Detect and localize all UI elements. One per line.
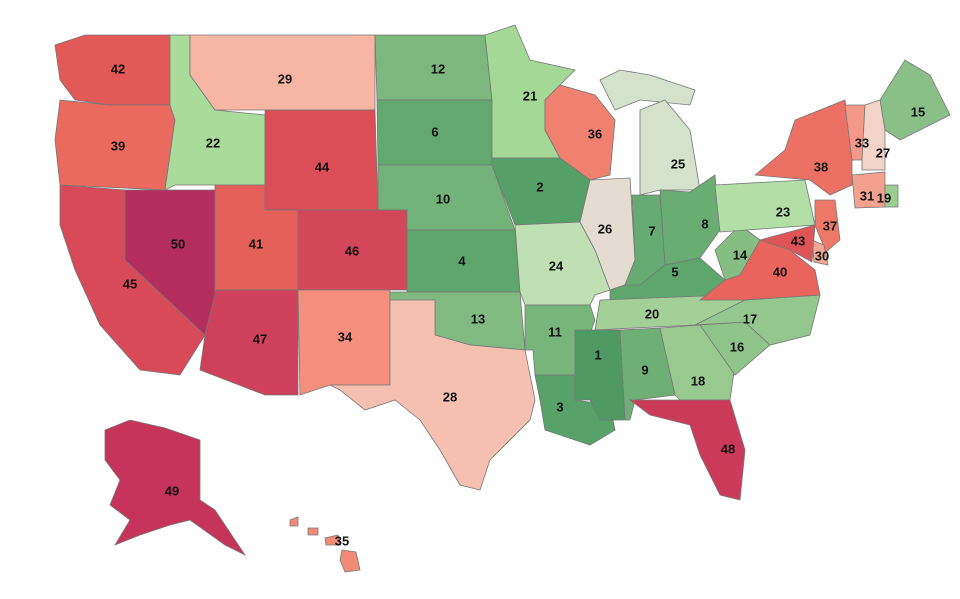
state-rank-label: 35 xyxy=(335,533,349,548)
state-rank-label: 2 xyxy=(536,179,543,194)
state-region xyxy=(714,179,816,233)
state-rank-label: 10 xyxy=(436,191,450,206)
state-rank-label: 43 xyxy=(791,233,805,248)
state-rank-label: 6 xyxy=(431,124,438,139)
state-rank-label: 45 xyxy=(123,276,137,291)
state-rank-label: 48 xyxy=(721,441,735,456)
state-rank-label: 3 xyxy=(556,399,563,414)
state-rank-label: 28 xyxy=(443,389,457,404)
state-rank-label: 21 xyxy=(523,88,537,103)
state-region xyxy=(199,289,299,396)
state-rank-label: 4 xyxy=(458,253,466,268)
state-rank-label: 17 xyxy=(743,311,757,326)
state-rank-label: 41 xyxy=(249,236,263,251)
state-region xyxy=(884,184,899,208)
state-region xyxy=(104,419,247,557)
state-rank-label: 24 xyxy=(549,258,564,273)
state-rank-label: 46 xyxy=(345,243,359,258)
state-region xyxy=(628,399,746,501)
state-rank-label: 40 xyxy=(773,264,787,279)
state-rank-label: 49 xyxy=(165,483,179,498)
state-rank-label: 13 xyxy=(471,311,485,326)
state-region xyxy=(544,84,616,181)
state-rank-label: 25 xyxy=(671,156,685,171)
state-rank-label: 26 xyxy=(598,221,612,236)
state-rank-label: 38 xyxy=(814,159,828,174)
state-rank-label: 42 xyxy=(111,61,125,76)
state-rank-label: 18 xyxy=(691,373,705,388)
state-rank-label: 19 xyxy=(877,190,891,205)
state-region xyxy=(329,299,536,491)
state-rank-label: 5 xyxy=(671,264,678,279)
state-rank-label: 15 xyxy=(911,104,925,119)
state-rank-label: 9 xyxy=(641,362,648,377)
state-region xyxy=(814,199,841,253)
state-rank-label: 8 xyxy=(701,216,708,231)
state-region xyxy=(861,99,886,171)
state-rank-label: 44 xyxy=(315,159,330,174)
state-region xyxy=(289,516,299,527)
state-region xyxy=(307,527,319,536)
state-rank-label: 30 xyxy=(815,248,829,263)
state-rank-label: 34 xyxy=(338,329,353,344)
state-rank-label: 16 xyxy=(730,339,744,354)
state-rank-label: 23 xyxy=(776,204,790,219)
state-region xyxy=(339,549,361,573)
state-rank-label: 7 xyxy=(648,223,655,238)
state-rank-label: 1 xyxy=(594,347,601,362)
state-rank-label: 37 xyxy=(823,218,837,233)
state-rank-label: 47 xyxy=(253,331,267,346)
state-rank-label: 14 xyxy=(733,247,748,262)
state-region xyxy=(599,69,696,111)
state-rank-label: 11 xyxy=(548,324,562,339)
state-region xyxy=(639,99,701,196)
state-region xyxy=(879,59,951,141)
state-rank-label: 31 xyxy=(860,188,874,203)
state-rank-label: 22 xyxy=(206,135,220,150)
state-region xyxy=(758,224,816,263)
state-rank-label: 27 xyxy=(876,145,890,160)
state-region xyxy=(811,239,829,266)
state-rank-label: 39 xyxy=(111,138,125,153)
state-rank-label: 20 xyxy=(645,306,659,321)
state-rank-label: 36 xyxy=(588,126,602,141)
state-rank-label: 33 xyxy=(855,135,869,150)
state-rank-label: 12 xyxy=(431,61,445,76)
state-rank-label: 50 xyxy=(171,236,185,251)
state-rank-label: 29 xyxy=(278,71,292,86)
state-region xyxy=(324,534,341,546)
